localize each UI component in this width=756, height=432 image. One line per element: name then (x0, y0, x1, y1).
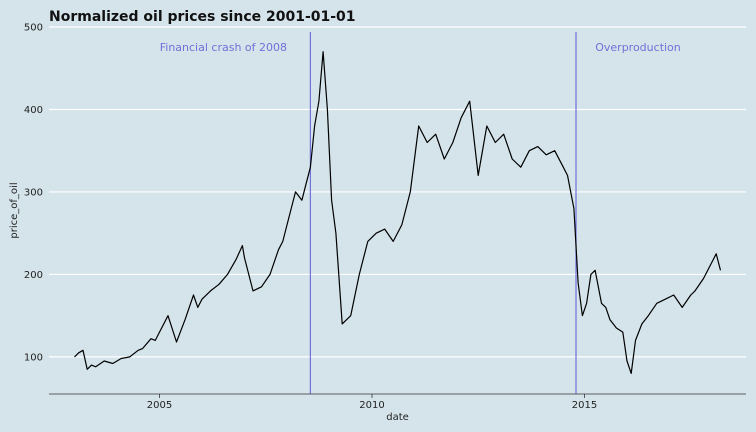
y-tick-label-100: 100 (24, 352, 43, 363)
y-tick-label-300: 300 (24, 187, 43, 198)
grid-layer (49, 26, 746, 358)
y-axis-title: price_of_oil (9, 182, 20, 238)
series-line-1 (74, 51, 722, 374)
x-tick-label-2015: 2015 (572, 400, 597, 411)
x-tick-label-2010: 2010 (359, 400, 384, 411)
annotation-label-2: Overproduction (595, 41, 681, 54)
x-axis-title: date (386, 412, 409, 423)
y-tick-label-500: 500 (24, 23, 43, 34)
x-tick-label-2005: 2005 (147, 400, 172, 411)
series-layer (74, 51, 722, 374)
annotation-label-1: Financial crash of 2008 (160, 41, 287, 54)
axis-layer: 100 200 300 400 500 2005 2010 2015 (24, 23, 746, 411)
y-tick-label-200: 200 (24, 270, 43, 281)
annotation-layer: Financial crash of 2008 Overproduction (160, 32, 681, 394)
y-tick-label-400: 400 (24, 105, 43, 116)
chart-title: Normalized oil prices since 2001-01-01 (49, 9, 356, 25)
